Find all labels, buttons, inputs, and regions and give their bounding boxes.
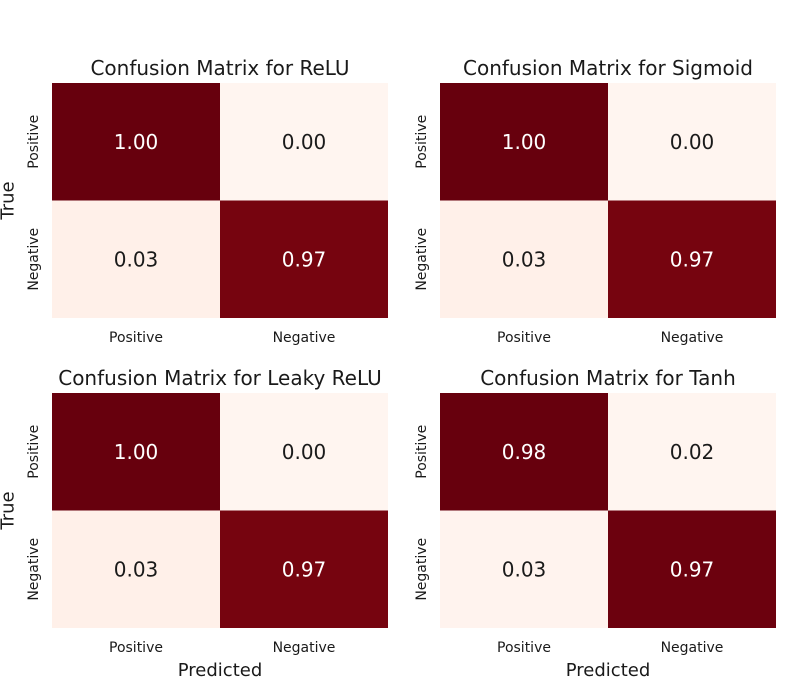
cell-value-label: 0.97 [282,557,327,581]
x-axis-label: Predicted [566,660,651,681]
cell-value-label: 0.00 [282,440,327,464]
cell-value-label: 0.98 [502,440,547,464]
cell-value-label: 0.00 [282,130,327,154]
cell-value-label: 0.00 [670,130,715,154]
y-tick-label: Positive [414,425,430,479]
y-tick-label: Negative [414,228,430,291]
heatmap-cell [440,393,608,511]
heatmap-cell [440,83,608,201]
confusion-matrix-panel: 1.00 0.00 0.03 0.97 Confusion Matrix for ReL… [0,56,388,346]
panel-title: Confusion Matrix for Tanh [480,366,736,390]
heatmap-cell [220,83,388,201]
x-tick-label: Negative [273,330,336,346]
cell-value-label: 0.97 [670,557,715,581]
heatmap-cell [52,200,220,318]
x-tick-label: Positive [497,640,551,656]
heatmap-cell [608,510,776,628]
x-axis-label: Predicted [178,660,263,681]
x-tick-label: Positive [497,330,551,346]
y-tick-label: Negative [414,538,430,601]
cell-value-label: 0.97 [282,247,327,271]
confusion-matrix-panel: 0.98 0.02 0.03 0.97 Confusion Matrix for Tan… [414,366,776,681]
panel-title: Confusion Matrix for ReLU [90,56,349,80]
cell-value-label: 0.03 [114,557,159,581]
heatmap-cell [220,393,388,511]
heatmap-cell [52,510,220,628]
cell-value-label: 0.97 [670,247,715,271]
heatmap-cell [220,510,388,628]
y-axis-label: True [0,181,19,220]
heatmap-cell [52,393,220,511]
cell-value-label: 0.03 [114,247,159,271]
y-tick-label: Positive [414,115,430,169]
cell-value-label: 0.03 [502,247,547,271]
heatmap-cell [608,200,776,318]
heatmap-cell [220,200,388,318]
cell-value-label: 1.00 [114,130,159,154]
heatmap-cell [52,83,220,201]
y-tick-label: Positive [26,115,42,169]
confusion-matrix-panel: 1.00 0.00 0.03 0.97 Confusion Matrix for Lea… [0,366,388,681]
heatmap-cell [440,200,608,318]
heatmap-cell [608,83,776,201]
cell-value-label: 0.02 [670,440,715,464]
confusion-matrix-panel: 1.00 0.00 0.03 0.97 Confusion Matrix for Sig… [414,56,776,346]
x-tick-label: Negative [273,640,336,656]
y-tick-label: Negative [26,538,42,601]
heatmap-cell [608,393,776,511]
y-tick-label: Negative [26,228,42,291]
y-tick-label: Positive [26,425,42,479]
panel-title: Confusion Matrix for Leaky ReLU [58,366,382,390]
heatmap-cell [440,510,608,628]
x-tick-label: Positive [109,640,163,656]
x-tick-label: Positive [109,330,163,346]
cell-value-label: 1.00 [502,130,547,154]
x-tick-label: Negative [661,330,724,346]
cell-value-label: 1.00 [114,440,159,464]
x-tick-label: Negative [661,640,724,656]
panel-title: Confusion Matrix for Sigmoid [463,56,753,80]
cell-value-label: 0.03 [502,557,547,581]
y-axis-label: True [0,491,19,530]
